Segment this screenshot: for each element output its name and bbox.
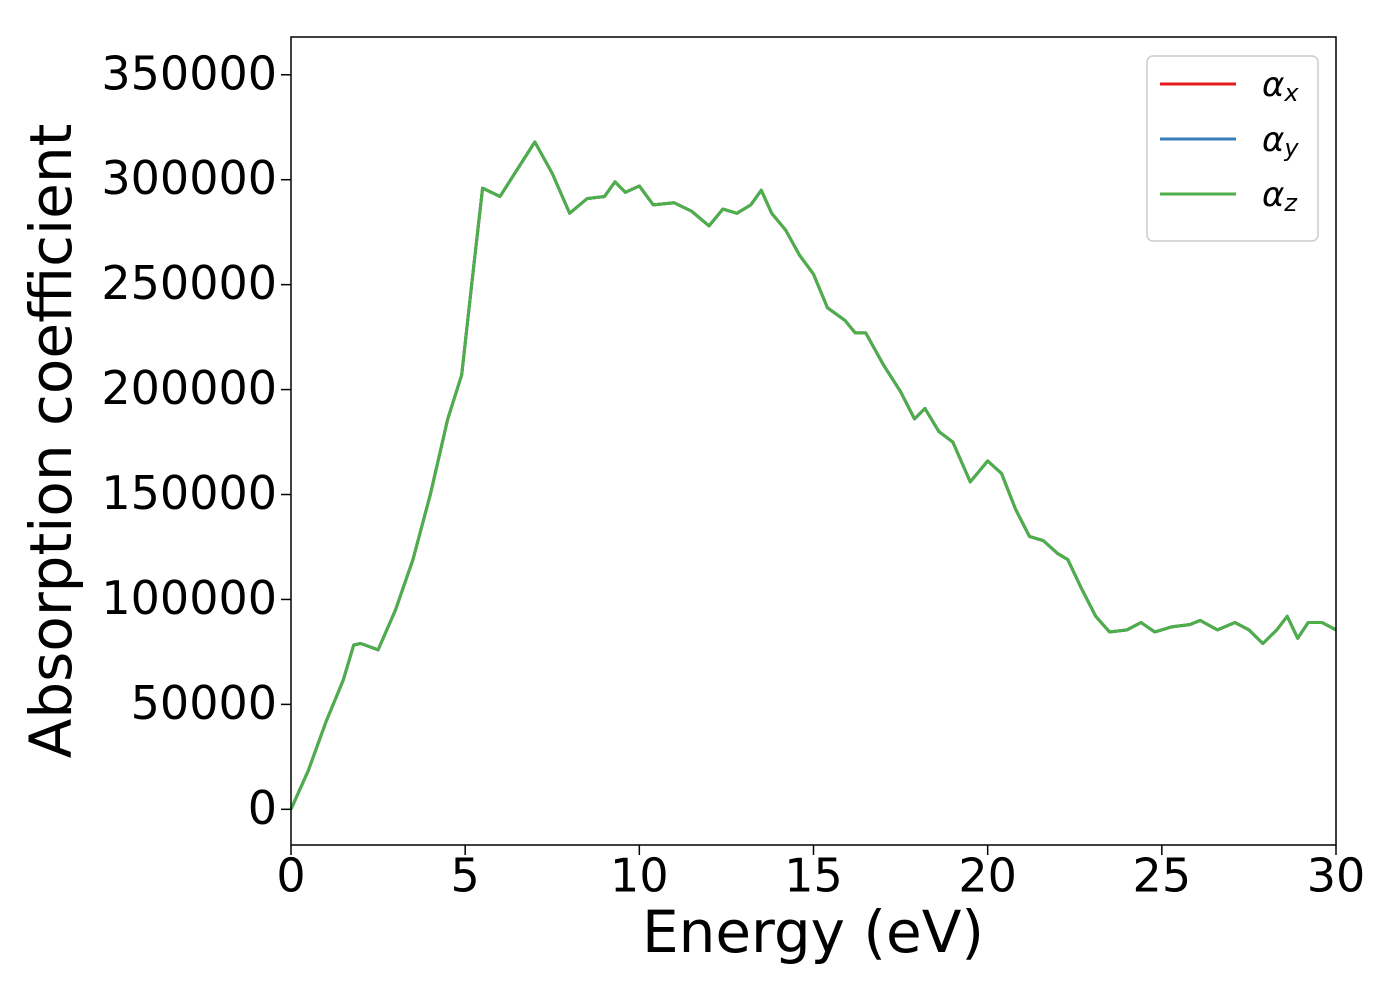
y-tick-label: 0	[248, 781, 277, 835]
x-tick-label: 10	[610, 849, 669, 903]
x-tick-label: 30	[1307, 849, 1366, 903]
y-tick-label: 150000	[101, 466, 277, 520]
x-tick-label: 5	[451, 849, 480, 903]
y-axis-label: Absorption coefficient	[17, 124, 85, 759]
x-tick-label: 25	[1133, 849, 1192, 903]
x-tick-label: 20	[958, 849, 1017, 903]
legend-label: αy	[1262, 120, 1299, 163]
x-axis-label: Energy (eV)	[642, 898, 984, 966]
legend-label: αz	[1262, 175, 1298, 218]
x-tick-label: 0	[276, 849, 305, 903]
y-tick-label: 100000	[101, 571, 277, 625]
legend: αx αy αz	[1146, 55, 1319, 242]
y-tick-label: 250000	[101, 256, 277, 310]
plot-frame	[290, 36, 1337, 846]
legend-label: αx	[1262, 65, 1299, 108]
series-line	[289, 140, 1337, 810]
series-line	[289, 140, 1337, 810]
y-tick-label: 350000	[101, 46, 277, 100]
x-tick-label: 15	[784, 849, 843, 903]
series-line	[289, 140, 1337, 810]
y-tick-label: 200000	[101, 361, 277, 415]
y-tick-label: 300000	[101, 151, 277, 205]
y-tick-label: 50000	[131, 676, 277, 730]
